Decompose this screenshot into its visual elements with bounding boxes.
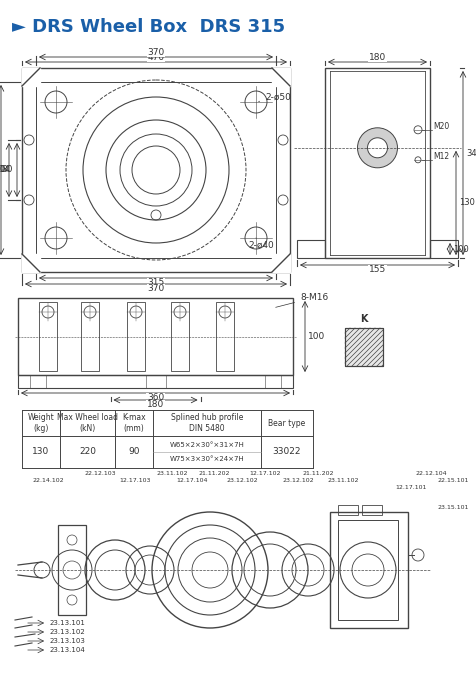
Bar xyxy=(362,505,382,515)
Text: Max Wheel load
(kN): Max Wheel load (kN) xyxy=(57,413,118,432)
Bar xyxy=(58,525,86,615)
Text: 180: 180 xyxy=(369,53,386,62)
Text: 23.13.103: 23.13.103 xyxy=(50,638,86,644)
Text: 21.11.202: 21.11.202 xyxy=(302,471,334,476)
Bar xyxy=(330,512,408,628)
Text: Splined hub profile
DIN 5480: Splined hub profile DIN 5480 xyxy=(171,413,243,432)
Text: K: K xyxy=(360,314,368,324)
Text: K-max
(mm): K-max (mm) xyxy=(122,413,146,432)
Text: 70: 70 xyxy=(0,166,6,175)
Bar xyxy=(297,240,325,258)
Text: ► DRS Wheel Box  DRS 315: ► DRS Wheel Box DRS 315 xyxy=(12,18,285,36)
Bar xyxy=(345,328,383,366)
Bar xyxy=(39,302,57,371)
Bar xyxy=(272,68,290,86)
Bar xyxy=(22,254,40,272)
Text: 114: 114 xyxy=(0,166,10,175)
Bar xyxy=(338,505,358,515)
Text: 370: 370 xyxy=(148,284,165,293)
Text: 100: 100 xyxy=(308,332,325,341)
Text: 23.13.101: 23.13.101 xyxy=(50,620,86,626)
Bar xyxy=(22,68,40,86)
Bar xyxy=(18,375,293,388)
Text: 12.17.103: 12.17.103 xyxy=(119,478,151,483)
Text: 22.12.104: 22.12.104 xyxy=(415,471,446,476)
Text: 23.15.101: 23.15.101 xyxy=(438,505,469,510)
Circle shape xyxy=(367,138,387,158)
Text: 22.12.103: 22.12.103 xyxy=(84,471,116,476)
Bar xyxy=(325,68,430,258)
Text: 12.17.102: 12.17.102 xyxy=(249,471,281,476)
Text: M20: M20 xyxy=(433,122,449,131)
Text: 220: 220 xyxy=(79,448,96,457)
Bar xyxy=(22,68,290,272)
Text: W75×3×30°×24×7H: W75×3×30°×24×7H xyxy=(169,457,244,462)
Bar xyxy=(430,240,458,258)
Bar xyxy=(345,328,383,366)
Bar xyxy=(127,302,145,371)
Text: 22.15.101: 22.15.101 xyxy=(438,478,469,483)
Text: 23.11.102: 23.11.102 xyxy=(156,471,188,476)
Text: 33022: 33022 xyxy=(273,448,301,457)
Bar xyxy=(81,302,99,371)
Text: 21.11.202: 21.11.202 xyxy=(198,471,230,476)
Text: 130: 130 xyxy=(32,448,50,457)
Text: 370: 370 xyxy=(148,48,165,57)
Text: 360: 360 xyxy=(147,393,164,402)
Text: 100: 100 xyxy=(453,245,469,254)
Text: 2-ø40: 2-ø40 xyxy=(248,238,274,250)
Text: Bear type: Bear type xyxy=(268,419,306,428)
Text: 8-M16: 8-M16 xyxy=(276,293,328,307)
Text: 90: 90 xyxy=(128,448,140,457)
Text: M12: M12 xyxy=(433,152,449,161)
Bar xyxy=(272,254,290,272)
Bar xyxy=(338,520,398,620)
Bar xyxy=(36,82,276,258)
Text: 470: 470 xyxy=(148,53,165,62)
Text: 22.14.102: 22.14.102 xyxy=(32,478,64,483)
Text: 23.13.104: 23.13.104 xyxy=(50,647,86,653)
Text: 180: 180 xyxy=(147,400,164,409)
Circle shape xyxy=(357,128,397,168)
Text: 80: 80 xyxy=(1,166,13,175)
Text: 155: 155 xyxy=(369,265,386,274)
Text: W65×2×30°×31×7H: W65×2×30°×31×7H xyxy=(169,441,245,448)
Text: 315: 315 xyxy=(148,278,165,287)
Text: Weight
(kg): Weight (kg) xyxy=(28,413,54,432)
Text: 2-ø50: 2-ø50 xyxy=(259,93,291,102)
Text: 23.11.102: 23.11.102 xyxy=(327,478,359,483)
Bar xyxy=(216,302,234,371)
Text: 23.12.102: 23.12.102 xyxy=(226,478,258,483)
Bar xyxy=(171,302,189,371)
Text: 349.5: 349.5 xyxy=(466,148,476,157)
Text: 23.13.102: 23.13.102 xyxy=(50,629,86,635)
Text: 12.17.101: 12.17.101 xyxy=(395,485,426,490)
Text: 23.12.102: 23.12.102 xyxy=(282,478,314,483)
Bar xyxy=(18,298,293,375)
Text: 130: 130 xyxy=(459,198,475,207)
Text: 12.17.104: 12.17.104 xyxy=(176,478,208,483)
